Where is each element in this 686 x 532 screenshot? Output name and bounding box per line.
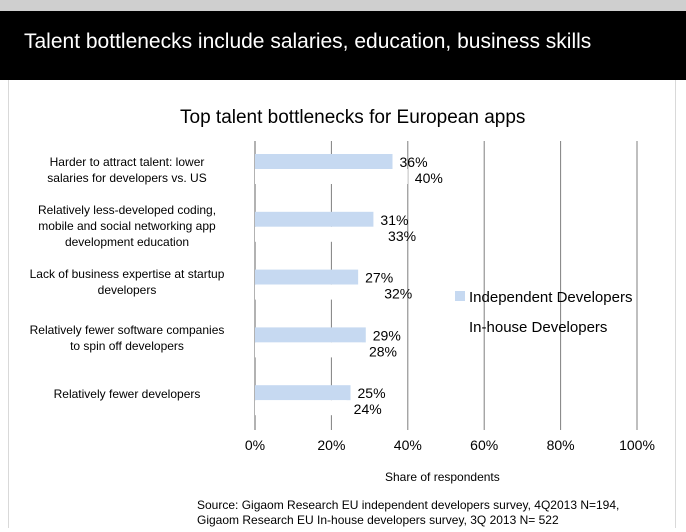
bar-independent — [255, 269, 359, 285]
bar-independent — [255, 385, 351, 401]
bar-inhouse — [255, 226, 382, 242]
legend-label-inhouse: In-house Developers — [469, 319, 608, 336]
chart-title: Top talent bottlenecks for European apps — [180, 107, 526, 128]
x-axis-title: Share of respondents — [385, 470, 500, 484]
x-tick-label: 20% — [317, 437, 345, 453]
data-label-independent: 27% — [365, 270, 393, 286]
title-banner: Talent bottlenecks include salaries, edu… — [0, 0, 686, 80]
x-tick-label: 40% — [394, 437, 422, 453]
data-label-independent: 25% — [358, 385, 386, 401]
category-label-software-companies: Relatively fewer software companies to s… — [29, 323, 225, 353]
category-label-education: Relatively less-developed coding, mobile… — [37, 203, 217, 249]
bar-independent — [255, 154, 393, 169]
legend-swatch-independent — [455, 291, 465, 301]
slide-title: Talent bottlenecks include salaries, edu… — [24, 30, 592, 53]
x-tick-label: 100% — [619, 437, 655, 453]
bar-inhouse — [255, 169, 408, 184]
data-label-inhouse: 33% — [388, 228, 416, 244]
legend-label-independent: Independent Developers — [469, 289, 633, 306]
data-label-inhouse: 32% — [384, 286, 412, 302]
x-tick-label: 0% — [245, 437, 265, 453]
x-tick-label: 80% — [547, 437, 575, 453]
data-label-independent: 29% — [373, 327, 401, 343]
data-label-inhouse: 40% — [415, 170, 443, 186]
x-tick-label: 60% — [470, 437, 498, 453]
category-label-salaries: Harder to attract talent: lower salaries… — [47, 155, 207, 185]
bar-independent — [255, 327, 366, 343]
data-label-independent: 31% — [380, 212, 408, 228]
data-label-inhouse: 24% — [354, 401, 382, 417]
banner-accent-strip — [0, 0, 686, 11]
source-note: Source: Gigaom Research EU independent d… — [197, 498, 620, 527]
data-label-inhouse: 28% — [369, 343, 397, 359]
category-label-business-expertise: Lack of business expertise at startup de… — [29, 267, 225, 297]
bar-inhouse — [255, 284, 378, 300]
category-label-fewer-developers: Relatively fewer developers — [53, 387, 201, 401]
bar-inhouse — [255, 342, 362, 358]
data-label-independent: 36% — [400, 154, 428, 170]
bar-independent — [255, 211, 374, 227]
bar-inhouse — [255, 400, 347, 416]
slide-frame — [8, 80, 676, 528]
